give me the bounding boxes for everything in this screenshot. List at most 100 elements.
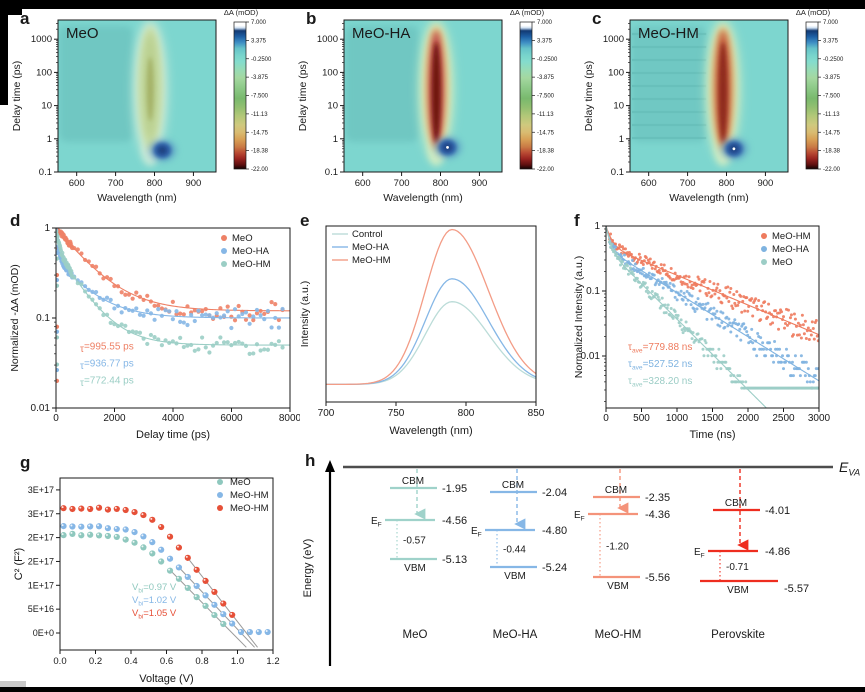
svg-text:MeO-HM: MeO-HM [230,503,269,514]
svg-text:Wavelength (nm): Wavelength (nm) [383,192,463,204]
svg-text:VBM: VBM [404,563,426,574]
svg-text:Time (ns): Time (ns) [689,429,735,441]
svg-text:CBM: CBM [402,476,424,487]
svg-text:-18.38: -18.38 [251,149,269,155]
svg-text:2500: 2500 [772,413,795,424]
svg-text:-4.56: -4.56 [442,515,467,527]
svg-text:-7.500: -7.500 [251,94,269,100]
panel-g-mott-schottky: 0.0 0.2 0.4 0.6 0.8 1.0 1.2 0E+0 5E+16 1E+17 2E+17… [8,448,338,692]
svg-text:1: 1 [594,221,600,232]
panel-d-canvas: 0 2000 4000 6000 8000 1 0.1 0.01 Delay time (ps)… [9,211,302,441]
svg-text:-4.86: -4.86 [765,546,790,558]
svg-text:7.000: 7.000 [537,20,553,26]
svg-text:a: a [20,9,30,28]
svg-text:Delay time (ps): Delay time (ps) [583,61,595,132]
svg-text:-14.75: -14.75 [251,130,269,136]
svg-text:8000: 8000 [279,413,300,424]
svg-text:800: 800 [433,178,449,189]
svg-text:3E+17: 3E+17 [28,485,54,495]
svg-text:Delay time (ps): Delay time (ps) [11,61,23,132]
bottom-left-mark [0,681,26,687]
svg-text:Energy (eV): Energy (eV) [302,539,314,598]
svg-text:3000: 3000 [808,413,831,424]
svg-text:900: 900 [471,178,487,189]
svg-text:900: 900 [185,178,201,189]
svg-text:-0.2500: -0.2500 [537,57,558,63]
svg-text:MeO-HM: MeO-HM [595,629,642,641]
svg-text:Wavelength (nm): Wavelength (nm) [389,425,472,437]
svg-text:Delay time (ps): Delay time (ps) [136,429,210,441]
svg-text:5E+16: 5E+16 [28,604,54,614]
svg-text:-2.35: -2.35 [645,492,670,504]
svg-text:700: 700 [680,178,696,189]
svg-text:-14.75: -14.75 [823,130,841,136]
svg-text:C² (F²): C² (F²) [13,548,25,580]
svg-text:-0.71: -0.71 [726,562,749,573]
svg-text:10: 10 [327,101,338,112]
svg-text:-0.44: -0.44 [503,545,526,556]
svg-text:-0.2500: -0.2500 [251,57,272,63]
svg-text:10: 10 [613,101,624,112]
svg-text:0.01: 0.01 [581,351,601,362]
svg-text:3.375: 3.375 [823,38,839,44]
svg-text:0: 0 [603,413,609,424]
svg-text:EF: EF [371,516,382,529]
svg-text:Voltage (V): Voltage (V) [139,673,193,685]
svg-text:900: 900 [757,178,773,189]
svg-text:1: 1 [44,223,50,234]
svg-text:-3.875: -3.875 [823,75,841,81]
svg-text:0.8: 0.8 [195,656,208,667]
svg-text:1000: 1000 [31,34,52,45]
svg-text:0.01: 0.01 [31,403,51,414]
svg-text:MeO-HM: MeO-HM [352,255,391,266]
panel-h-energy-diagram: Energy (eV) h EVA CBM -1.95 EF -4.56 -0.57 VBM -5… [295,448,865,692]
svg-text:2E+17: 2E+17 [28,556,54,566]
svg-text:MeO: MeO [403,629,428,641]
svg-text:0.1: 0.1 [586,286,600,297]
svg-text:-5.57: -5.57 [784,583,809,595]
svg-text:VBM: VBM [727,585,749,596]
svg-text:EF: EF [471,526,482,539]
svg-text:-11.13: -11.13 [537,112,554,118]
svg-text:Control: Control [352,229,383,240]
svg-text:0.1: 0.1 [325,167,338,178]
svg-text:3.375: 3.375 [537,38,553,44]
svg-text:Vbi=0.97 V: Vbi=0.97 V [132,582,177,594]
svg-text:MeO: MeO [232,233,253,244]
svg-text:1000: 1000 [666,413,689,424]
svg-text:τ=772.44 ps: τ=772.44 ps [80,376,134,390]
panel-c-ta-heatmap-meo-hm: 600 700 800 900 0.1 1 10 100 1000 Wavelength (nm)… [580,4,865,214]
svg-text:-7.500: -7.500 [537,94,555,100]
svg-text:-0.57: -0.57 [403,536,426,547]
svg-text:100: 100 [322,67,338,78]
svg-text:1: 1 [619,134,624,145]
svg-text:f: f [574,212,580,230]
panel-f-canvas: 0 500 1000 1500 2000 2500 3000 1 0.1 0.01 Time (ns… [573,211,831,441]
top-left-notch [0,9,22,15]
svg-text:Delay time (ps): Delay time (ps) [297,61,309,132]
svg-text:CBM: CBM [725,498,747,509]
svg-text:1: 1 [47,134,52,145]
svg-text:0.0: 0.0 [53,656,66,667]
bottom-border-bar [0,687,865,692]
svg-text:CBM: CBM [605,485,627,496]
svg-text:850: 850 [528,408,545,419]
svg-text:h: h [305,451,315,470]
svg-text:1000: 1000 [317,34,338,45]
svg-text:Perovskite: Perovskite [711,629,765,641]
svg-text:-22.00: -22.00 [823,167,841,173]
svg-text:MeO-HM: MeO-HM [232,259,271,270]
svg-text:Wavelength (nm): Wavelength (nm) [97,192,177,204]
svg-text:700: 700 [394,178,410,189]
svg-text:0.2: 0.2 [89,656,102,667]
svg-text:-11.13: -11.13 [251,112,268,118]
svg-text:MeO-HA: MeO-HA [493,629,538,641]
svg-text:1.0: 1.0 [231,656,244,667]
svg-text:0.6: 0.6 [160,656,173,667]
svg-text:e: e [300,212,309,230]
svg-text:0.1: 0.1 [611,167,624,178]
svg-text:MeO-HA: MeO-HA [772,244,810,255]
svg-text:600: 600 [355,178,371,189]
panel-a-canvas: 600 700 800 900 0.1 1 10 100 1000 Wavelength (nm)… [11,8,272,204]
